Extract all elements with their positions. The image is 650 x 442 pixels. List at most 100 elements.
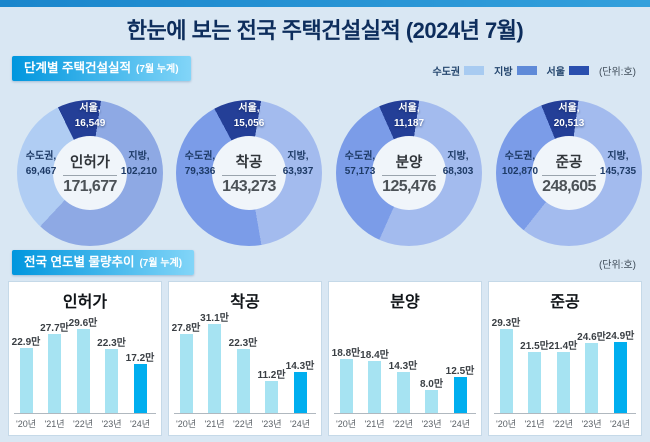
slice-value: 102,210 xyxy=(120,166,158,177)
bar-category-label: '21년 xyxy=(44,419,65,429)
divider-line xyxy=(222,174,276,176)
top-accent-bar xyxy=(0,0,650,7)
bar-value-label: 11.2만 xyxy=(257,370,286,381)
bar-category-label: '23년 xyxy=(421,419,442,429)
bar-value-label: 22.3만 xyxy=(228,338,258,349)
legend-item-jibang: 지방 xyxy=(494,63,537,78)
donut-center: 분양 125,476 xyxy=(372,136,446,210)
bar-value-label: 8.0만 xyxy=(419,379,444,390)
seoul-slice-label: 서울, 15,056 xyxy=(169,101,329,131)
bar-category-label: '24년 xyxy=(129,419,151,429)
bar-chart-title: 분양 xyxy=(390,294,420,311)
bar-chart-card-starts: 착공 27.8만 '20년 31.1만 '21년 22.3만 '22년 11.2만 '23년 1… xyxy=(168,281,322,436)
bar-'20년 xyxy=(179,334,193,413)
bar-category-label: '22년 xyxy=(552,419,574,429)
bar-'23년 xyxy=(585,343,598,413)
x-axis-line xyxy=(174,413,316,414)
bar-value-label: 12.5만 xyxy=(445,366,475,377)
bar-value-label: 21.4만 xyxy=(548,341,578,352)
bar-'24년 xyxy=(453,377,467,413)
section2-header-suffix: (7월 누계) xyxy=(139,258,183,269)
unit-note: (단위:호) xyxy=(598,67,636,78)
bar-value-label: 18.8만 xyxy=(331,348,361,359)
bar-plot: 22.9만 '20년 27.7만 '21년 29.6만 '22년 22.3만 '23년 17.2… xyxy=(9,282,161,435)
bar-'22년 xyxy=(556,352,570,413)
slice-value: 68,303 xyxy=(442,166,474,177)
bar-category-label: '22년 xyxy=(72,419,94,429)
jibang-slice-label: 지방, 145,735 xyxy=(587,149,649,179)
bar-category-label: '20년 xyxy=(495,419,517,429)
bar-value-label: 22.9만 xyxy=(11,337,41,348)
bar-'23년 xyxy=(265,381,278,413)
bar-'20년 xyxy=(19,348,33,413)
bar-'21년 xyxy=(368,361,381,413)
x-axis-line xyxy=(494,413,636,414)
sudogwon-slice-label: 수도권, 102,870 xyxy=(489,149,551,179)
slice-value: 102,870 xyxy=(501,166,539,177)
slice-name: 수도권, xyxy=(25,151,57,162)
legend-label: 서울 xyxy=(546,67,565,78)
bar-value-label: 31.1만 xyxy=(200,313,229,324)
bar-'20년 xyxy=(499,329,513,413)
slice-value: 145,735 xyxy=(599,166,637,177)
bar-value-label: 24.9만 xyxy=(605,331,635,342)
slice-name: 지방, xyxy=(607,151,629,162)
sudogwon-slice-label: 수도권, 69,467 xyxy=(10,149,72,179)
donut-center: 준공 248,605 xyxy=(532,136,606,210)
donut-chart-starts: 착공 143,273 서울, 15,056 수도권, 79,336 지방, 63… xyxy=(169,97,329,249)
page-title: 한눈에 보는 전국 주택건설실적 (2024년 7월) xyxy=(126,18,524,43)
bar-category-label: '21년 xyxy=(204,419,225,429)
slice-name: 지방, xyxy=(128,151,150,162)
bar-category-label: '22년 xyxy=(232,419,254,429)
bar-chart-title: 준공 xyxy=(550,294,580,311)
legend-swatch-jibang xyxy=(516,66,537,75)
bar-'21년 xyxy=(208,324,221,413)
bar-category-label: '20년 xyxy=(335,419,357,429)
bar-category-label: '24년 xyxy=(449,419,471,429)
bar-value-label: 14.3만 xyxy=(285,361,315,372)
slice-value: 79,336 xyxy=(184,166,216,177)
slice-name: 서울, xyxy=(558,103,580,114)
legend-swatch-seoul xyxy=(568,66,589,75)
legend-item-sudogwon: 수도권 xyxy=(433,63,485,78)
bar-category-label: '24년 xyxy=(609,419,631,429)
legend-item-seoul: 서울 xyxy=(547,63,589,78)
jibang-slice-label: 지방, 68,303 xyxy=(427,149,489,179)
slice-value: 63,937 xyxy=(282,166,314,177)
slice-name: 수도권, xyxy=(504,151,536,162)
bar-value-label: 29.6만 xyxy=(68,318,98,329)
donut-total: 171,677 xyxy=(63,177,117,195)
seoul-slice-label: 서울, 16,549 xyxy=(10,101,170,131)
donut-title: 인허가 xyxy=(69,154,111,171)
donut-center: 착공 143,273 xyxy=(212,136,286,210)
bar-value-label: 22.3만 xyxy=(97,338,126,349)
slice-name: 수도권, xyxy=(184,151,216,162)
bar-chart-card-sales: 분양 18.8만 '20년 18.4만 '21년 14.3만 '22년 8.0만 '23년 12… xyxy=(328,281,482,436)
donut-chart-permits: 인허가 171,677 서울, 16,549 수도권, 69,467 지방, 1… xyxy=(10,97,170,249)
bar-plot: 18.8만 '20년 18.4만 '21년 14.3만 '22년 8.0만 '23년 12.5만… xyxy=(329,282,481,435)
divider-line xyxy=(382,174,436,176)
section2-header-label: 전국 연도별 물량추이 xyxy=(24,255,135,269)
bar-chart-card-permits: 인허가 22.9만 '20년 27.7만 '21년 29.6만 '22년 22.3만 '23년… xyxy=(8,281,162,436)
legend-label: 수도권 xyxy=(432,67,461,78)
bar-category-label: '21년 xyxy=(524,419,545,429)
bar-category-label: '21년 xyxy=(364,419,385,429)
bar-chart-card-completions: 준공 29.3만 '20년 21.5만 '21년 21.4만 '22년 24.6만 '23년 2… xyxy=(488,281,642,436)
slice-name: 수도권, xyxy=(344,151,376,162)
bar-value-label: 21.5만 xyxy=(520,341,549,352)
donut-total: 125,476 xyxy=(382,177,436,195)
section1-header: 단계별 주택건설실적 (7월 누계) xyxy=(12,56,191,81)
bar-value-label: 27.7만 xyxy=(40,323,69,334)
bar-'24년 xyxy=(293,372,307,413)
section2-header: 전국 연도별 물량추이 (7월 누계) xyxy=(12,250,195,275)
jibang-slice-label: 지방, 63,937 xyxy=(267,149,329,179)
bar-value-label: 14.3만 xyxy=(388,361,418,372)
bar-'20년 xyxy=(339,359,353,413)
divider-line xyxy=(542,174,596,176)
bar-chart-title: 착공 xyxy=(230,294,260,311)
bar-'21년 xyxy=(48,334,61,413)
bar-value-label: 24.6만 xyxy=(577,332,606,343)
section1-header-label: 단계별 주택건설실적 xyxy=(24,61,131,75)
donut-total: 248,605 xyxy=(542,177,596,195)
bar-value-label: 29.3만 xyxy=(491,318,521,329)
